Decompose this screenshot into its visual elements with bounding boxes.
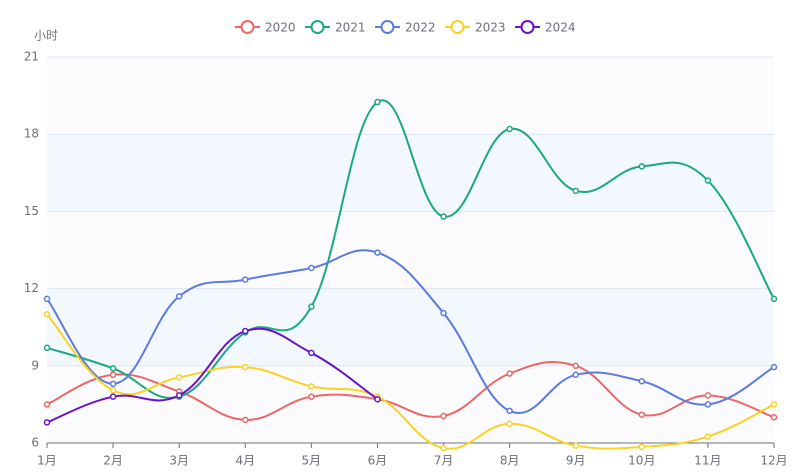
data-point	[43, 344, 51, 352]
data-point	[440, 444, 447, 452]
data-point	[109, 380, 117, 388]
x-tick-label: 8月	[500, 454, 520, 468]
x-tick-label: 10月	[628, 454, 655, 468]
legend-marker	[520, 20, 535, 34]
data-point	[308, 264, 315, 272]
grid-band	[47, 288, 774, 366]
data-point	[440, 309, 447, 317]
data-point	[175, 392, 183, 399]
data-point	[572, 442, 579, 449]
y-tick-label: 12	[24, 281, 39, 295]
data-point	[770, 295, 778, 303]
x-tick-label: 6月	[368, 454, 388, 468]
data-point	[506, 125, 513, 133]
data-point	[109, 371, 117, 379]
legend-marker	[450, 20, 465, 34]
grid-band	[47, 57, 774, 135]
x-tick-label: 11月	[694, 454, 721, 468]
x-tick-label: 7月	[434, 454, 454, 468]
y-tick-label: 15	[24, 204, 39, 218]
data-point	[374, 396, 381, 403]
y-tick-label: 9	[31, 358, 39, 372]
data-point	[308, 383, 315, 390]
x-tick-label: 2月	[103, 454, 123, 468]
data-point	[638, 163, 646, 170]
data-point	[43, 401, 51, 408]
data-point	[506, 407, 513, 415]
legend-label: 2024	[545, 21, 576, 35]
data-point	[704, 177, 712, 184]
data-point	[440, 412, 447, 420]
legend-marker	[310, 20, 325, 34]
data-point	[43, 419, 51, 426]
data-point	[440, 213, 447, 220]
data-point	[308, 349, 315, 357]
grid-band	[47, 134, 774, 212]
data-point	[43, 295, 51, 303]
data-point	[506, 420, 513, 427]
data-point	[572, 187, 579, 195]
data-point	[242, 363, 249, 371]
x-tick-label: 4月	[235, 454, 255, 468]
y-tick-label: 6	[31, 436, 39, 450]
data-point	[175, 293, 183, 300]
legend-label: 2020	[265, 21, 296, 35]
legend-marker	[240, 20, 255, 34]
grid-band	[47, 365, 774, 443]
x-tick-label: 5月	[302, 454, 322, 468]
data-point	[109, 365, 117, 372]
data-point	[242, 416, 249, 424]
data-point	[638, 411, 646, 418]
data-point	[308, 303, 315, 310]
legend-label: 2022	[405, 21, 436, 35]
data-point	[638, 443, 646, 451]
x-tick-label: 3月	[169, 454, 189, 468]
data-point	[770, 414, 778, 421]
data-point	[374, 98, 381, 106]
x-tick-label: 9月	[566, 454, 586, 468]
legend-marker	[380, 20, 395, 34]
y-axis-label: 小时	[34, 29, 58, 43]
data-point	[638, 377, 646, 385]
y-tick-label: 21	[24, 50, 39, 64]
data-point	[374, 249, 381, 256]
data-point	[109, 386, 117, 394]
x-tick-label: 1月	[37, 454, 57, 468]
data-point	[704, 401, 712, 408]
data-point	[506, 370, 513, 377]
grid-band	[47, 211, 774, 289]
data-point	[704, 392, 712, 399]
data-point	[242, 276, 249, 283]
data-point	[572, 371, 579, 379]
legend-label: 2021	[335, 21, 366, 35]
data-point	[572, 362, 579, 370]
data-point	[43, 311, 51, 318]
data-point	[109, 393, 117, 400]
data-point	[175, 374, 183, 381]
y-tick-label: 18	[24, 127, 39, 141]
data-point	[308, 393, 315, 400]
data-point	[770, 363, 778, 371]
legend-label: 2023	[475, 21, 506, 35]
data-point	[770, 401, 778, 408]
x-tick-label: 12月	[760, 454, 787, 468]
data-point	[242, 327, 249, 335]
data-point	[704, 433, 712, 440]
